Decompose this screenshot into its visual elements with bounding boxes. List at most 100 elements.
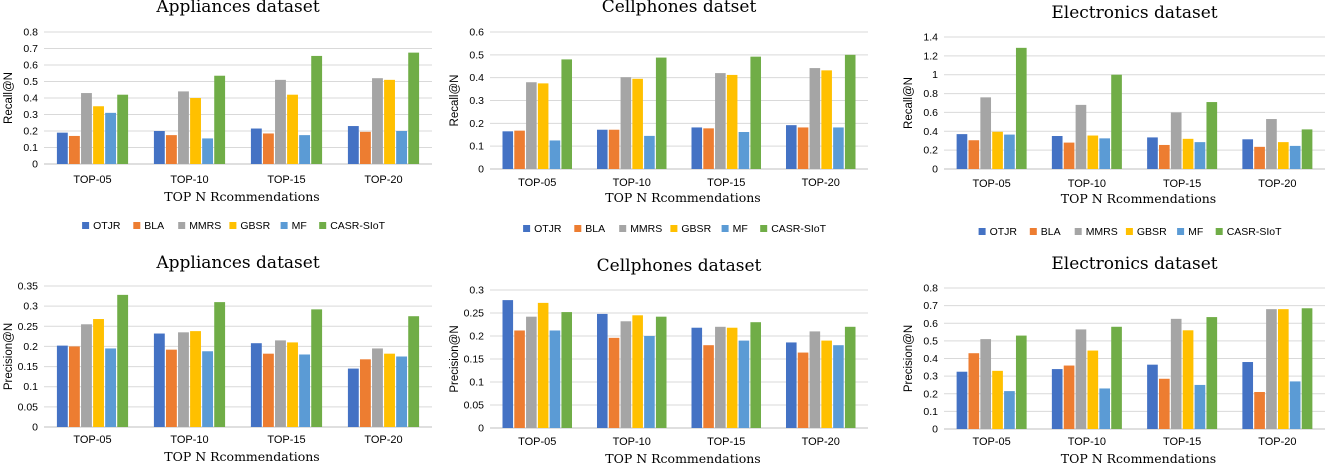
y-tick-label: 0.2: [23, 126, 38, 138]
bar-mmrs-top-15: [715, 73, 726, 169]
x-tick-label: TOP-10: [170, 174, 208, 186]
bar-casr-siot-top-05: [117, 94, 129, 164]
bar-mf-top-05: [1004, 134, 1015, 169]
legend-label: GBSR: [681, 223, 711, 235]
y-tick-label: 0.1: [923, 406, 938, 418]
bar-bla-top-20: [1254, 391, 1265, 429]
bar-otjr-top-20: [1242, 362, 1254, 429]
legend: OTJR BLA MMRS GBSR MF CASR-SIoT: [523, 223, 827, 235]
bar-mf-top-20: [396, 356, 408, 427]
bar-bla-top-20: [359, 131, 371, 164]
bar-gbsr-top-05: [992, 131, 1003, 169]
legend-swatch-gbsr: [229, 222, 237, 229]
x-tick-label: TOP-05: [73, 434, 111, 446]
bar-mf-top-10: [1099, 388, 1111, 429]
x-tick-label: TOP-15: [267, 434, 305, 446]
bar-gbsr-top-20: [821, 70, 832, 169]
legend-label: OTJR: [990, 226, 1018, 238]
bar-otjr-top-20: [347, 126, 359, 164]
chart-panel-5: Electronics dataset 0 0.1 0.2 0.3 0.4 0.5 0.6 0.…: [903, 254, 1325, 466]
legend-swatch-mmrs: [1074, 228, 1082, 235]
bar-gbsr-top-15: [287, 94, 298, 164]
legend-swatch-otjr: [82, 222, 90, 229]
y-tick-label: 0.6: [23, 60, 38, 72]
bar-mf-top-15: [1194, 142, 1206, 169]
bar-gbsr-top-10: [1087, 135, 1099, 169]
chart-title: Electronics dataset: [1051, 254, 1217, 274]
bar-mf-top-15: [299, 135, 311, 164]
legend-label: MMRS: [630, 223, 662, 235]
bar-casr-siot-top-15: [311, 55, 323, 164]
bar-otjr-top-10: [596, 129, 608, 169]
x-tick-label: TOP-10: [1068, 178, 1106, 190]
legend-label: BLA: [144, 220, 164, 232]
y-tick-label: 0.5: [469, 49, 484, 61]
legend-label: OTJR: [534, 223, 562, 235]
bar-bla-top-20: [797, 127, 809, 169]
bar-mmrs-top-10: [178, 332, 189, 427]
bar-mf-top-10: [644, 336, 655, 428]
bar-otjr-top-05: [56, 345, 68, 427]
bar-casr-siot-top-10: [1111, 326, 1122, 429]
legend-swatch-mf: [721, 225, 729, 232]
y-axis-label: Recall@N: [3, 72, 15, 124]
x-axis-label: TOP N Rcommendations: [605, 451, 760, 466]
x-tick-label: TOP-20: [364, 174, 402, 186]
y-axis-label: Recall@N: [903, 77, 915, 129]
x-tick-label: TOP-05: [73, 174, 111, 186]
bar-otjr-top-05: [502, 300, 514, 428]
legend-label: MF: [1188, 226, 1203, 238]
bar-mmrs-top-10: [178, 91, 189, 164]
x-tick-label: TOP-10: [613, 436, 651, 448]
bar-otjr-top-10: [596, 313, 608, 428]
bar-otjr-top-15: [1147, 364, 1158, 429]
y-tick-label: 0.2: [469, 118, 484, 130]
legend-label: OTJR: [93, 220, 121, 232]
bar-mmrs-top-20: [809, 331, 821, 428]
x-tick-label: TOP-20: [802, 436, 840, 448]
y-tick-label: 0.1: [23, 142, 38, 154]
y-tick-label: 0.1: [23, 381, 38, 393]
bar-bla-top-05: [68, 346, 80, 427]
bar-otjr-top-10: [153, 131, 165, 164]
bar-casr-siot-top-15: [311, 309, 323, 427]
bar-mf-top-05: [1004, 391, 1015, 429]
bar-mf-top-05: [549, 330, 561, 428]
x-tick-label: TOP-05: [518, 177, 556, 189]
y-tick-label: 0: [32, 159, 38, 171]
bar-mmrs-top-05: [980, 339, 992, 429]
y-tick-label: 0.6: [469, 27, 484, 39]
y-tick-label: 0.2: [23, 341, 38, 353]
chart-panel-1: Cellphones datset 0 0.1 0.2 0.3 0.4 0.5 0.6 Reca…: [449, 0, 868, 235]
bar-bla-top-10: [608, 337, 620, 428]
y-tick-label: 0.4: [469, 72, 484, 84]
bar-casr-siot-top-15: [750, 56, 762, 169]
x-tick-label: TOP-10: [170, 434, 208, 446]
x-axis-label: TOP N Rcommendations: [1061, 451, 1216, 466]
y-tick-label: 0.6: [923, 107, 938, 119]
y-tick-label: 0.3: [23, 109, 38, 121]
bar-casr-siot-top-20: [408, 316, 420, 427]
y-tick-label: 0.3: [923, 371, 938, 383]
bar-mf-top-20: [1289, 145, 1301, 169]
y-tick-label: 0: [478, 164, 484, 176]
bar-gbsr-top-05: [93, 106, 104, 164]
legend-swatch-gbsr: [670, 225, 678, 232]
bar-otjr-top-10: [153, 333, 165, 427]
x-tick-label: TOP-15: [707, 436, 745, 448]
legend-label: MMRS: [1086, 226, 1118, 238]
bar-mmrs-top-15: [275, 340, 286, 427]
chart-title: Appliances dataset: [155, 253, 319, 273]
bar-otjr-top-05: [502, 131, 514, 169]
bar-mf-top-10: [202, 138, 214, 164]
chart-panel-0: Appliances dataset 0 0.1 0.2 0.3 0.4 0.5 0.6 0.7…: [3, 0, 432, 232]
y-tick-label: 0.15: [464, 354, 485, 366]
bar-casr-siot-top-10: [655, 316, 667, 428]
y-tick-label: 0.2: [923, 145, 938, 157]
bar-mf-top-15: [1194, 384, 1206, 429]
x-tick-label: TOP-05: [518, 436, 556, 448]
bar-casr-siot-top-05: [1015, 335, 1027, 429]
bar-gbsr-top-10: [1087, 350, 1099, 429]
y-tick-label: 0.1: [469, 377, 484, 389]
